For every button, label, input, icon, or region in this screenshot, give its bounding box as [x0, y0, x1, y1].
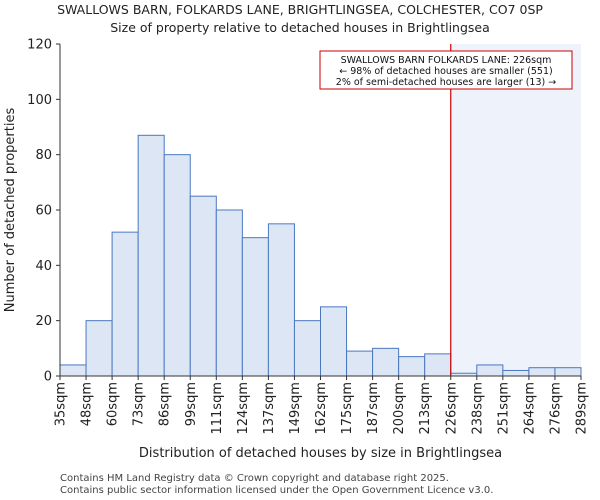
x-tick-label: 238sqm [470, 382, 485, 435]
x-axis-title: Distribution of detached houses by size … [139, 446, 502, 461]
x-tick-label: 264sqm [522, 382, 537, 435]
bar [163, 154, 191, 377]
x-tick-label: 187sqm [366, 382, 381, 435]
annotation-line: ← 98% of detached houses are smaller (55… [339, 66, 552, 77]
x-tick-label: 86sqm [158, 382, 173, 426]
bar [502, 369, 530, 377]
x-tick-label: 60sqm [106, 382, 121, 426]
x-tick-label: 137sqm [262, 382, 277, 435]
x-tick-label: 276sqm [548, 382, 563, 435]
y-tick-label: 100 [27, 93, 52, 108]
bar [189, 195, 217, 377]
y-tick-label: 60 [35, 204, 52, 219]
bar [59, 364, 87, 377]
bar [346, 350, 374, 377]
x-tick-label: 35sqm [54, 382, 69, 426]
y-tick-label: 0 [44, 370, 52, 385]
y-tick-label: 20 [35, 314, 52, 329]
x-tick-label: 124sqm [236, 382, 251, 435]
bar [215, 209, 243, 377]
bar [528, 367, 556, 377]
x-tick-label: 175sqm [340, 382, 355, 435]
x-tick-label: 111sqm [210, 382, 225, 435]
highlight-region [450, 44, 581, 376]
bar [241, 237, 269, 377]
bar [320, 306, 348, 377]
bar [398, 356, 426, 377]
chart-subtitle: Size of property relative to detached ho… [110, 20, 490, 35]
bar [476, 364, 504, 377]
bar [85, 320, 113, 377]
annotation-line: 2% of semi-detached houses are larger (1… [336, 77, 556, 88]
annotation-line: SWALLOWS BARN FOLKARDS LANE: 226sqm [341, 55, 552, 66]
x-tick-label: 99sqm [184, 382, 199, 426]
bar [424, 353, 452, 377]
y-tick-label: 80 [35, 148, 52, 163]
bar [554, 367, 582, 377]
bar [293, 320, 322, 377]
y-tick-label: 120 [27, 38, 52, 53]
bar [111, 231, 139, 377]
x-tick-label: 73sqm [132, 382, 147, 426]
bar [267, 223, 295, 377]
bar [372, 347, 400, 377]
chart-title: SWALLOWS BARN, FOLKARDS LANE, BRIGHTLING… [57, 2, 543, 17]
footer-line-1: Contains HM Land Registry data © Crown c… [60, 473, 449, 484]
x-tick-label: 226sqm [444, 382, 459, 435]
x-tick-label: 48sqm [80, 382, 95, 426]
x-tick-label: 289sqm [575, 382, 590, 435]
bar [137, 134, 165, 377]
x-tick-label: 251sqm [496, 382, 511, 435]
footer-line-2: Contains public sector information licen… [60, 485, 494, 496]
y-tick-label: 40 [35, 259, 52, 274]
y-axis-title: Number of detached properties [3, 108, 18, 313]
x-tick-label: 213sqm [418, 382, 433, 435]
annotation-box [319, 50, 573, 90]
x-tick-label: 149sqm [288, 382, 303, 435]
x-tick-label: 200sqm [392, 382, 407, 435]
x-tick-label: 162sqm [314, 382, 329, 435]
